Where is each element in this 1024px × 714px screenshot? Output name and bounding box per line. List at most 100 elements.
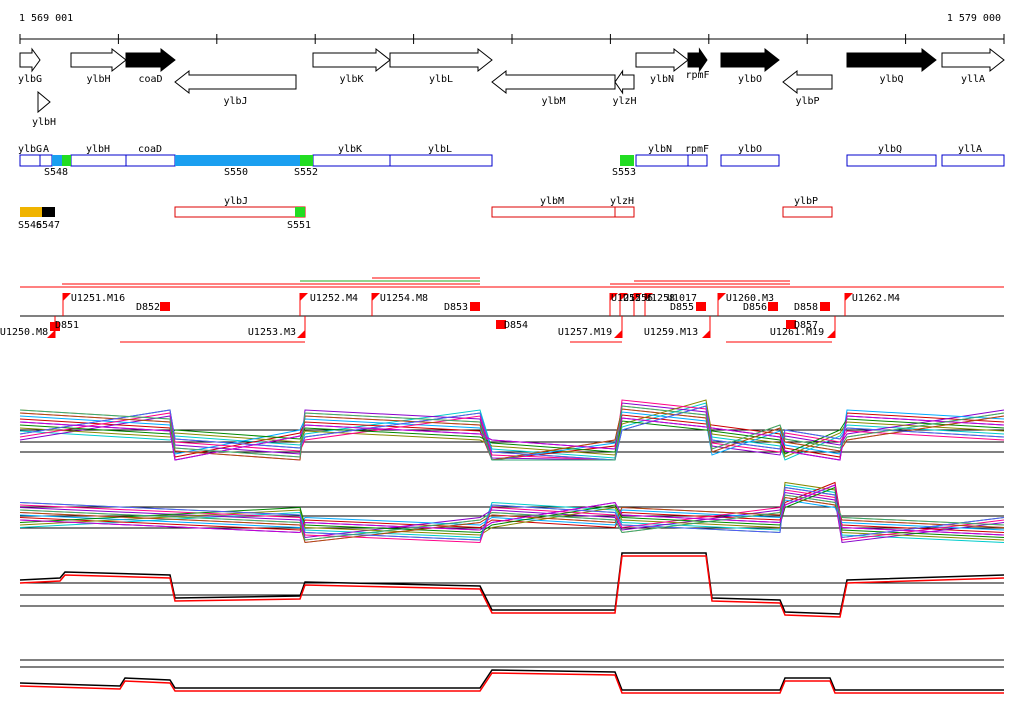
gene-label: ylbP	[795, 96, 819, 107]
segment-box	[720, 154, 780, 167]
gene-arrow	[37, 90, 51, 114]
segment-fill	[300, 155, 313, 166]
segment-label: ylbO	[738, 144, 762, 155]
gene-label: ylbN	[650, 74, 674, 85]
gene-arrow	[782, 69, 833, 95]
upstream-marker-label: U1250.M8	[0, 327, 48, 338]
gene-arrow	[941, 47, 1005, 73]
downstream-marker	[820, 302, 830, 311]
upstream-marker-label: U1252.M4	[310, 293, 358, 304]
segment-box	[19, 154, 41, 167]
downstream-marker-label: D852	[136, 302, 160, 313]
segment-id-label: S550	[224, 167, 248, 178]
expression-line	[19, 496, 1005, 544]
segment-fill	[52, 155, 62, 166]
expression-line	[19, 405, 1005, 461]
expression-line	[19, 486, 1005, 538]
segment-label: ylbM	[540, 196, 564, 207]
upstream-marker-label: U1017	[667, 293, 697, 304]
downstream-marker	[470, 302, 480, 311]
segment-label: coaD	[138, 144, 162, 155]
segment-label: ylbN	[648, 144, 672, 155]
gene-arrow	[720, 47, 780, 73]
gene-arrow	[19, 47, 41, 73]
coordinate-axis	[19, 34, 1005, 44]
upstream-marker	[63, 293, 71, 301]
gene-label: yllA	[961, 74, 985, 85]
segment-label: ylzH	[610, 196, 634, 207]
upstream-marker	[47, 330, 55, 338]
gene-label: ylbL	[429, 74, 453, 85]
expression-line	[19, 672, 1004, 694]
gene-arrow	[846, 47, 937, 73]
gene-label: coaD	[138, 74, 162, 85]
upstream-marker-label: U1258	[645, 293, 675, 304]
upstream-marker	[702, 330, 710, 338]
expression-line	[19, 484, 1005, 536]
downstream-marker	[160, 302, 170, 311]
segment-id-label: S551	[287, 220, 311, 231]
axis-start-label: 1 569 001	[19, 13, 74, 24]
segment-label: ylbK	[338, 144, 362, 155]
axis-end-label: 1 579 000	[946, 13, 1001, 24]
gene-label: ylbH	[86, 74, 110, 85]
segment-box	[389, 154, 493, 167]
downstream-marker-label: D851	[55, 320, 79, 331]
upstream-marker	[634, 293, 642, 301]
expression-line	[19, 486, 1005, 541]
segment-label: ylbP	[794, 196, 818, 207]
downstream-marker	[696, 302, 706, 311]
gene-arrow	[174, 69, 297, 95]
segment-box	[782, 206, 833, 218]
segment-label: yllA	[958, 144, 982, 155]
downstream-marker-label: D855	[670, 302, 694, 313]
expression-line	[19, 402, 1005, 461]
expression-line	[19, 405, 1005, 461]
segment-fill	[42, 207, 55, 217]
gene-arrow	[687, 47, 708, 73]
segment-box	[941, 154, 1005, 167]
segment-box	[125, 154, 176, 167]
gene-arrow	[614, 69, 635, 95]
gene-label: ylbQ	[879, 74, 903, 85]
segment-box	[846, 154, 937, 167]
gene-arrow	[70, 47, 127, 73]
downstream-marker-label: D856	[743, 302, 767, 313]
segment-fill	[62, 155, 71, 166]
gene-label: ylbH	[32, 117, 56, 128]
upstream-marker-label: U1255	[611, 293, 641, 304]
segment-box	[70, 154, 127, 167]
segment-id-label: S553	[612, 167, 636, 178]
gene-annotation-track: ylbG ylbH ylbH coaD ylbJ ylbK ylbL ylbM ylzH ylbN…	[18, 47, 1005, 128]
gene-arrow	[491, 69, 616, 95]
segment-box	[635, 154, 689, 167]
segment-label: ylbL	[428, 144, 452, 155]
upstream-marker-label: U1262.M4	[852, 293, 900, 304]
upstream-marker	[372, 293, 380, 301]
upstream-marker	[297, 330, 305, 338]
upstream-marker	[300, 293, 308, 301]
gene-label: rpmF	[685, 70, 709, 81]
gene-label: ylbK	[339, 74, 363, 85]
downstream-marker-label: D857	[794, 320, 818, 331]
downstream-marker-label: D854	[504, 320, 528, 331]
upstream-marker	[610, 293, 618, 301]
expression-line	[19, 552, 1005, 615]
downstream-marker-label: D858	[794, 302, 818, 313]
downstream-marker	[50, 322, 60, 331]
downstream-marker	[496, 320, 506, 329]
gene-label: ylbM	[541, 96, 565, 107]
segment-box	[687, 154, 708, 167]
gene-label: ylbO	[738, 74, 762, 85]
upstream-marker	[614, 330, 622, 338]
segment-fill	[620, 155, 634, 166]
upstream-marker-label: U1259.M13	[644, 327, 698, 338]
gene-label: ylbG	[18, 74, 42, 85]
gene-arrow	[312, 47, 391, 73]
downstream-marker	[786, 320, 796, 329]
segment-id-label: S552	[294, 167, 318, 178]
upstream-marker-label: U1260.M3	[726, 293, 774, 304]
